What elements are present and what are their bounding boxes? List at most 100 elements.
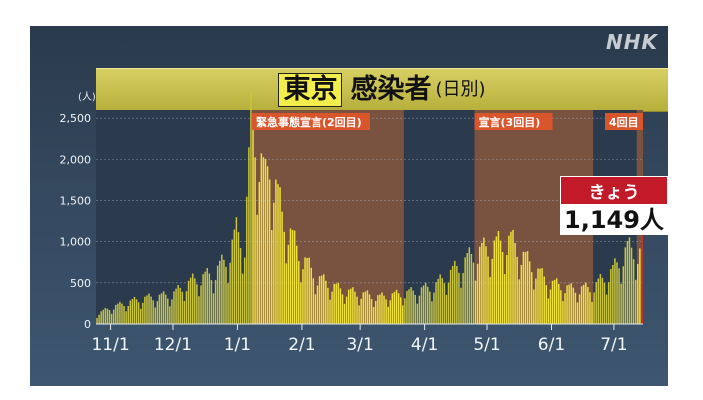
bar	[306, 257, 308, 324]
bar	[273, 202, 275, 324]
bar	[460, 287, 462, 324]
bar	[323, 274, 325, 324]
bar	[352, 287, 354, 324]
bar	[302, 269, 304, 324]
bar	[574, 292, 577, 324]
bar	[133, 296, 136, 324]
bar	[622, 266, 624, 324]
bar	[441, 278, 444, 324]
bar	[416, 303, 419, 324]
bar	[429, 291, 431, 324]
bar	[449, 269, 452, 324]
bar	[345, 296, 348, 324]
bar	[379, 294, 381, 324]
bar	[225, 266, 227, 324]
x-axis: 11/1 12/1 1/1 2/1 3/1 4/1 5/1 6/1 7/1	[91, 323, 643, 355]
bar	[630, 247, 633, 324]
bar	[281, 211, 283, 324]
bar	[431, 301, 433, 324]
bar	[589, 292, 591, 324]
bar	[258, 181, 261, 324]
bar	[391, 293, 394, 324]
bar	[560, 290, 562, 324]
bar	[287, 244, 290, 324]
bar	[435, 282, 437, 324]
bar	[599, 274, 602, 324]
bar	[383, 295, 385, 324]
x-tick-label: 4/1	[411, 335, 438, 355]
x-tick-label: 1/1	[224, 335, 251, 355]
bar	[437, 278, 439, 324]
bar	[468, 247, 471, 324]
bar	[189, 277, 192, 324]
bar	[366, 290, 369, 324]
bar	[156, 301, 159, 324]
bar	[210, 280, 213, 324]
bar	[508, 235, 510, 324]
emergency-label-bg	[474, 113, 553, 130]
bar	[162, 291, 165, 324]
y-axis: 0 500 1,000 1,500 2,000 2,500	[60, 112, 92, 331]
bar	[535, 278, 537, 324]
bar	[310, 267, 313, 324]
bar	[443, 283, 446, 324]
bar	[362, 292, 365, 324]
bar	[485, 246, 487, 324]
bar	[445, 294, 448, 324]
bar	[173, 291, 175, 324]
bar	[506, 255, 508, 324]
bar	[601, 277, 604, 324]
bar	[587, 287, 589, 324]
bar	[183, 300, 186, 324]
bar	[279, 187, 281, 324]
title-bar: 東京 感染者 (日別)	[96, 68, 668, 112]
y-tick-label: 2,000	[60, 153, 92, 166]
bar	[125, 311, 127, 324]
bar	[243, 257, 246, 324]
bar	[110, 313, 113, 324]
bar	[558, 283, 560, 324]
bar	[481, 242, 483, 324]
daily-cases-chart: 緊急事態宣言(2回目) 宣言(3回目) 4回目 0 500 1,000 1,500 2,00…	[60, 90, 643, 355]
bar	[514, 242, 516, 324]
bar	[337, 282, 340, 324]
bar	[148, 293, 150, 324]
bar	[497, 231, 500, 324]
bar	[474, 280, 477, 324]
bar	[139, 308, 142, 324]
bar	[117, 303, 119, 324]
bar	[266, 166, 269, 324]
bar	[374, 300, 377, 324]
bar	[316, 285, 319, 324]
today-value: 1,149人	[560, 205, 668, 235]
bar	[291, 230, 294, 324]
bar	[135, 299, 138, 324]
bar	[518, 279, 520, 324]
bar	[285, 263, 288, 324]
emergency-label: 4回目	[609, 115, 639, 129]
bar	[495, 236, 498, 324]
bar	[327, 287, 329, 324]
bar	[510, 231, 512, 324]
bar	[470, 253, 473, 324]
bar	[603, 282, 606, 324]
bar	[175, 288, 177, 324]
bar	[289, 228, 292, 324]
bar	[424, 282, 427, 324]
bar	[231, 239, 233, 324]
bar	[158, 294, 161, 324]
bar	[150, 296, 152, 324]
bar	[524, 251, 527, 324]
bar	[271, 230, 273, 324]
bar	[202, 274, 204, 324]
bar	[167, 298, 169, 324]
bar	[223, 259, 225, 324]
bar	[381, 292, 383, 324]
bar	[520, 264, 523, 324]
bar	[356, 296, 358, 324]
bar	[360, 298, 362, 324]
bar	[541, 268, 543, 324]
bar	[578, 294, 581, 324]
bar	[472, 262, 475, 324]
bar	[458, 272, 460, 324]
